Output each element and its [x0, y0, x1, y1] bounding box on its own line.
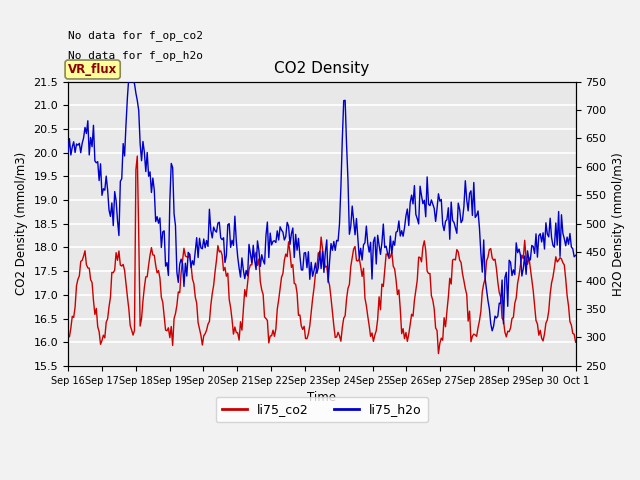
Text: No data for f_op_h2o: No data for f_op_h2o — [68, 50, 203, 61]
X-axis label: Time: Time — [307, 391, 336, 404]
Legend: li75_co2, li75_h2o: li75_co2, li75_h2o — [216, 397, 428, 422]
Text: VR_flux: VR_flux — [68, 63, 117, 76]
Title: CO2 Density: CO2 Density — [274, 61, 369, 76]
Y-axis label: CO2 Density (mmol/m3): CO2 Density (mmol/m3) — [15, 152, 28, 295]
Y-axis label: H2O Density (mmol/m3): H2O Density (mmol/m3) — [612, 152, 625, 296]
Text: No data for f_op_co2: No data for f_op_co2 — [68, 30, 203, 41]
